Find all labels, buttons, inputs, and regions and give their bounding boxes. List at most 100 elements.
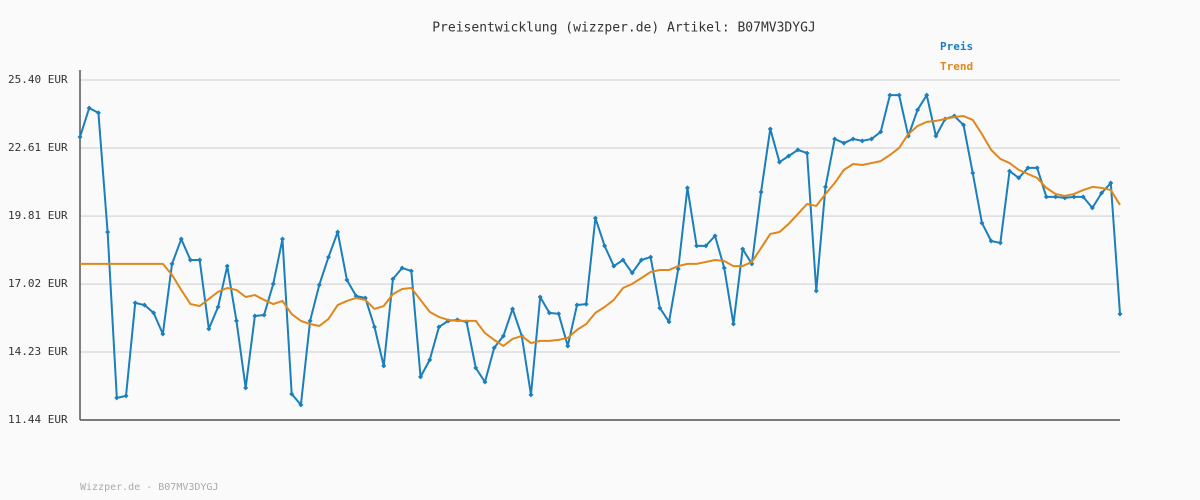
footer: Wizzper.de - B07MV3DYGJ [80,482,218,493]
point-marker [243,385,249,391]
point-marker [427,357,433,363]
point-marker [970,170,976,176]
point-marker [776,159,782,165]
point-marker [758,189,764,195]
point-marker [712,233,718,239]
point-marker [1043,194,1049,200]
point-marker [510,306,516,312]
point-marker [1034,165,1040,171]
y-tick-label: 22.61 EUR [8,141,68,154]
point-marker [289,391,295,397]
point-marker [1089,205,1095,211]
point-marker [381,363,387,369]
point-marker [648,254,654,260]
point-marker [261,312,267,318]
point-marker [335,229,341,235]
point-marker [1053,194,1059,200]
point-marker [77,134,83,140]
point-marker [721,265,727,271]
point-marker [684,185,690,191]
point-marker [270,281,276,287]
point-marker [859,138,865,144]
point-marker [95,110,101,116]
point-marker [1007,168,1013,174]
point-marker [325,254,331,260]
y-tick-label: 25.40 EUR [8,73,68,86]
point-marker [482,379,488,385]
point-marker [298,402,304,408]
point-marker [813,288,819,294]
point-marker [666,319,672,325]
point-marker [418,374,424,380]
point-marker [546,310,552,316]
point-marker [123,393,129,399]
point-marker [252,313,258,319]
point-marker [795,147,801,153]
point-marker [896,92,902,98]
point-marker [436,324,442,330]
point-marker [1080,194,1086,200]
point-marker [629,270,635,276]
point-marker [997,240,1003,246]
point-marker [878,129,884,135]
point-marker [767,126,773,132]
point-marker [556,311,562,317]
point-marker [86,105,92,111]
point-marker [169,261,175,267]
point-marker [408,268,414,274]
point-marker [187,257,193,263]
point-marker [583,301,589,307]
point-marker [160,331,166,337]
point-marker [390,276,396,282]
point-marker [786,153,792,159]
point-marker [832,136,838,142]
point-marker [215,304,221,310]
point-marker [703,243,709,249]
point-marker [740,246,746,252]
point-marker [1025,165,1031,171]
point-marker [887,92,893,98]
point-marker [841,140,847,146]
point-marker [1099,190,1105,196]
point-marker [197,257,203,263]
point-marker [804,150,810,156]
point-marker [537,294,543,300]
point-marker [491,345,497,351]
y-tick-label: 17.02 EUR [8,277,68,290]
point-marker [924,92,930,98]
point-marker [1071,194,1077,200]
point-marker [961,122,967,128]
point-marker [694,243,700,249]
point-marker [151,310,157,316]
point-marker [344,277,350,283]
point-marker [307,318,313,324]
point-marker [620,257,626,263]
point-marker [574,302,580,308]
point-marker [915,107,921,113]
point-marker [592,215,598,221]
y-tick-label: 19.81 EUR [8,209,68,222]
y-tick-label: 11.44 EUR [8,413,68,426]
point-marker [500,333,506,339]
point-marker [933,133,939,139]
point-marker [869,136,875,142]
point-marker [528,392,534,398]
point-marker [114,395,120,401]
point-marker [979,220,985,226]
point-marker [988,238,994,244]
point-marker [233,318,239,324]
point-marker [638,257,644,263]
point-marker [602,243,608,249]
point-marker [565,343,571,349]
legend-label: Preis [940,40,973,53]
series-line [80,115,1121,347]
point-marker [399,265,405,271]
chart-title: Preisentwicklung (wizzper.de) Artikel: B… [432,21,816,36]
point-marker [850,136,856,142]
point-marker [611,263,617,269]
point-marker [1016,175,1022,181]
point-marker [279,236,285,242]
point-marker [178,236,184,242]
